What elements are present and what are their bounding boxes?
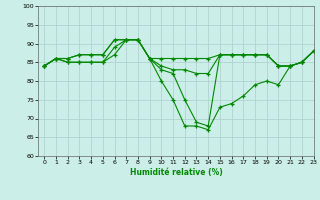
X-axis label: Humidité relative (%): Humidité relative (%) (130, 168, 222, 177)
